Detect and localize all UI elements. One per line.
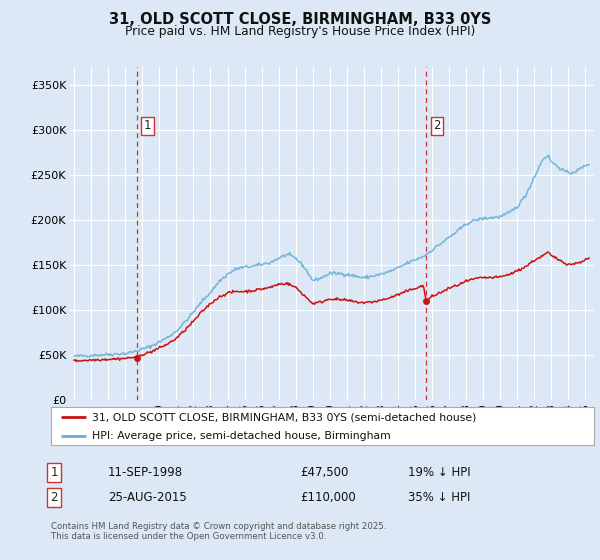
Text: 19% ↓ HPI: 19% ↓ HPI [408,465,470,479]
Text: 31, OLD SCOTT CLOSE, BIRMINGHAM, B33 0YS: 31, OLD SCOTT CLOSE, BIRMINGHAM, B33 0YS [109,12,491,27]
Text: Contains HM Land Registry data © Crown copyright and database right 2025.
This d: Contains HM Land Registry data © Crown c… [51,522,386,542]
Text: Price paid vs. HM Land Registry's House Price Index (HPI): Price paid vs. HM Land Registry's House … [125,25,475,38]
Text: 25-AUG-2015: 25-AUG-2015 [108,491,187,504]
Text: 31, OLD SCOTT CLOSE, BIRMINGHAM, B33 0YS (semi-detached house): 31, OLD SCOTT CLOSE, BIRMINGHAM, B33 0YS… [92,412,476,422]
Text: £47,500: £47,500 [300,465,349,479]
Text: 35% ↓ HPI: 35% ↓ HPI [408,491,470,504]
Text: £110,000: £110,000 [300,491,356,504]
Text: 2: 2 [433,119,440,132]
Text: HPI: Average price, semi-detached house, Birmingham: HPI: Average price, semi-detached house,… [92,431,391,441]
Text: 1: 1 [144,119,151,132]
Text: 11-SEP-1998: 11-SEP-1998 [108,465,183,479]
Text: 1: 1 [50,465,58,479]
Text: 2: 2 [50,491,58,504]
